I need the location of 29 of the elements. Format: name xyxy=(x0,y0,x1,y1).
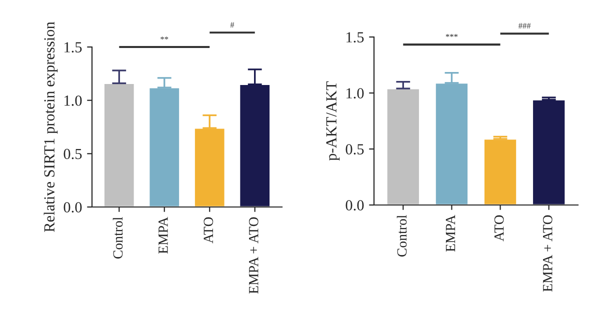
x-tick-label: ATO xyxy=(494,215,504,242)
annotation: *** xyxy=(446,34,458,38)
bar xyxy=(386,88,420,205)
y-tick-label: 1.5 xyxy=(346,32,364,43)
bar xyxy=(103,82,136,207)
text: # xyxy=(230,22,234,28)
bar xyxy=(532,99,566,205)
text: ** xyxy=(160,36,168,40)
bar xyxy=(148,86,180,207)
x-tick-label: EMPA xyxy=(158,216,168,254)
y-axis-title: Relative SIRT1 protein expression xyxy=(44,22,58,232)
text: ### xyxy=(518,23,531,29)
bar xyxy=(483,138,518,205)
y-tick-label: 0.0 xyxy=(346,200,364,211)
x-tick-label: Control xyxy=(112,217,123,259)
y-tick-label: 0.5 xyxy=(346,144,364,155)
x-tick-label: Control xyxy=(396,215,407,257)
y-tick-label: 1.0 xyxy=(64,95,82,106)
x-tick-label: ATO xyxy=(204,217,214,244)
bar xyxy=(194,127,226,207)
y-tick-label: 1.0 xyxy=(346,88,364,99)
x-tick-label: EMPA xyxy=(446,214,456,252)
y-tick-label: 0.0 xyxy=(64,202,82,213)
bar xyxy=(434,82,469,205)
x-tick-label: EMPA + ATO xyxy=(543,215,552,292)
x-tick-label: EMPA + ATO xyxy=(249,217,258,294)
y-tick-label: 1.5 xyxy=(64,42,82,53)
y-axis-title: p-AKT/AKT xyxy=(326,81,340,161)
y-tick-label: 0.5 xyxy=(64,148,82,160)
